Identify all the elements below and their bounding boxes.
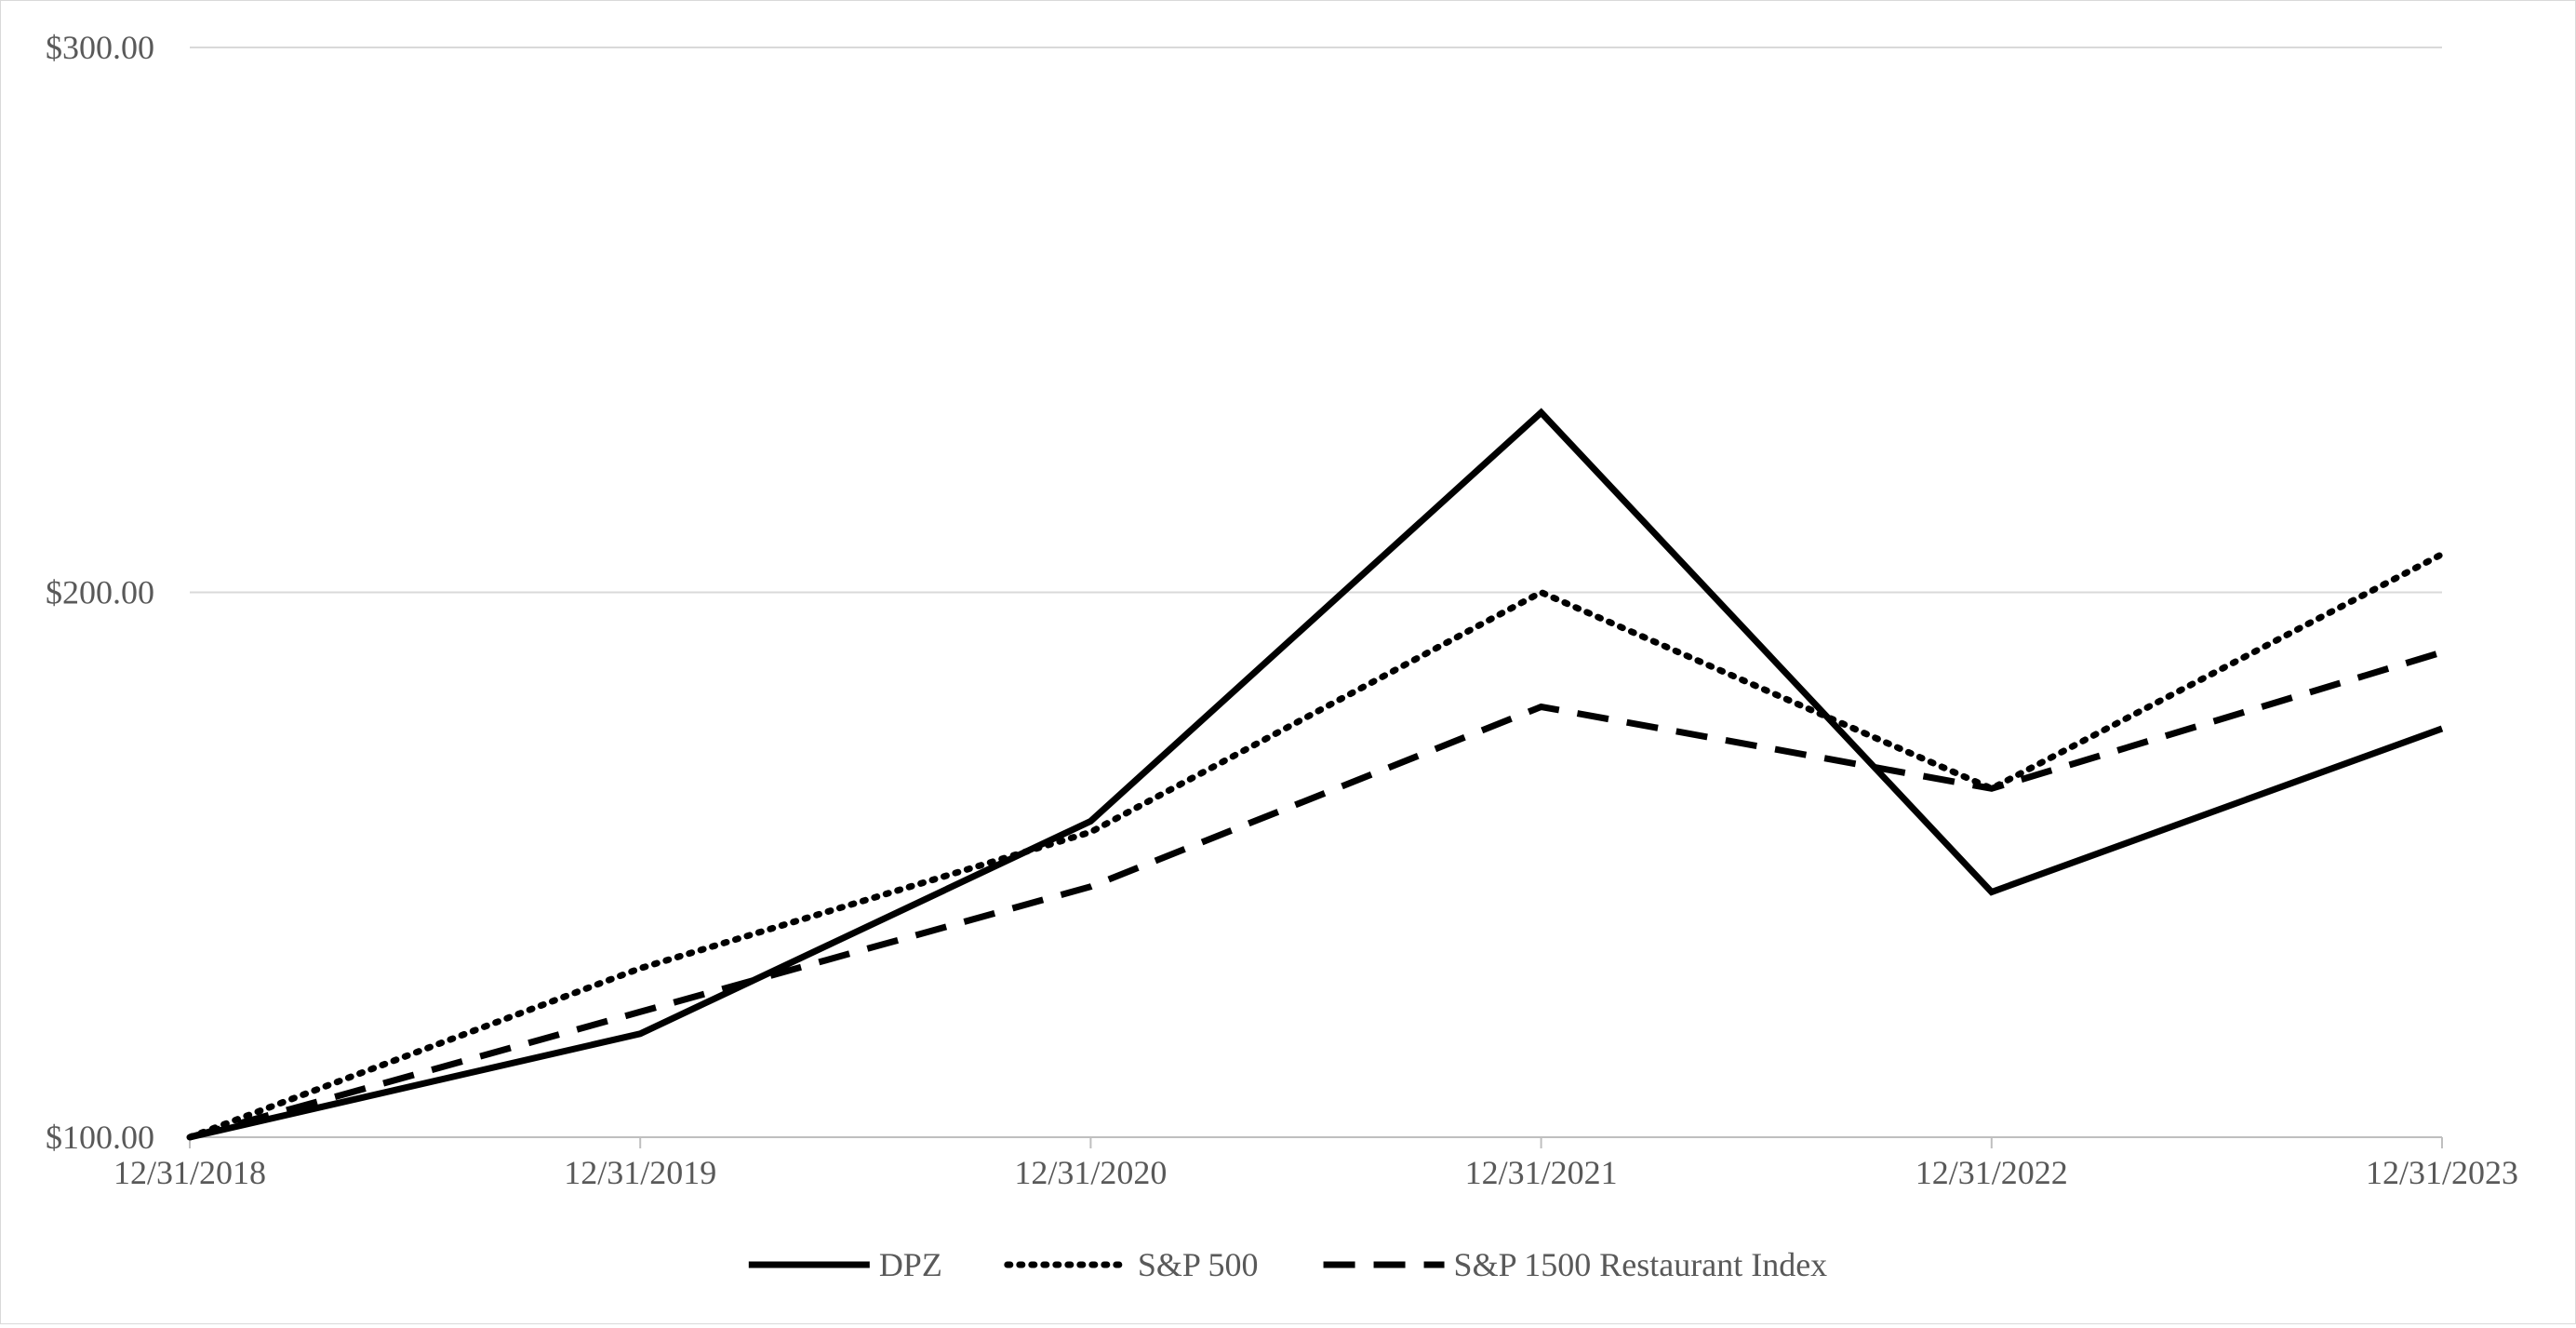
x-axis <box>189 1136 2443 1148</box>
grid-lines <box>190 47 2442 594</box>
x-tick-label: 12/31/2020 <box>1014 1154 1167 1191</box>
series-line-dpz <box>189 408 2444 1141</box>
series-line-s-p-500 <box>186 551 2446 1141</box>
legend-label: S&P 1500 Restaurant Index <box>1454 1246 1828 1283</box>
legend-label: DPZ <box>879 1246 942 1283</box>
y-tick-label: $300.00 <box>46 29 154 66</box>
x-tick-label: 12/31/2019 <box>564 1154 716 1191</box>
x-axis-tick-labels: 12/31/2018 12/31/2019 12/31/2020 12/31/2021… <box>113 1154 2518 1191</box>
legend-item-s-p-1500-restaurant-index: S&P 1500 Restaurant Index <box>1323 1246 1828 1283</box>
y-axis-tick-labels: $100.00 $200.00 $300.00 <box>46 29 154 1156</box>
y-tick-label: $100.00 <box>46 1119 154 1156</box>
legend-label: S&P 500 <box>1138 1246 1259 1283</box>
legend: DPZ S&P 500 S&P 1500 Restaurant Index <box>748 1246 1828 1283</box>
x-tick-label: 12/31/2021 <box>1465 1154 1618 1191</box>
series-lines <box>186 408 2446 1141</box>
y-tick-label: $200.00 <box>46 574 154 611</box>
x-tick-label: 12/31/2022 <box>1915 1154 2068 1191</box>
legend-item-dpz: DPZ <box>748 1246 942 1283</box>
series-line-s-p-1500-restaurant-index <box>189 649 2444 1141</box>
x-tick-label: 12/31/2023 <box>2366 1154 2518 1191</box>
legend-item-s-p-500: S&P 500 <box>1004 1246 1259 1283</box>
x-tick-label: 12/31/2018 <box>113 1154 266 1191</box>
